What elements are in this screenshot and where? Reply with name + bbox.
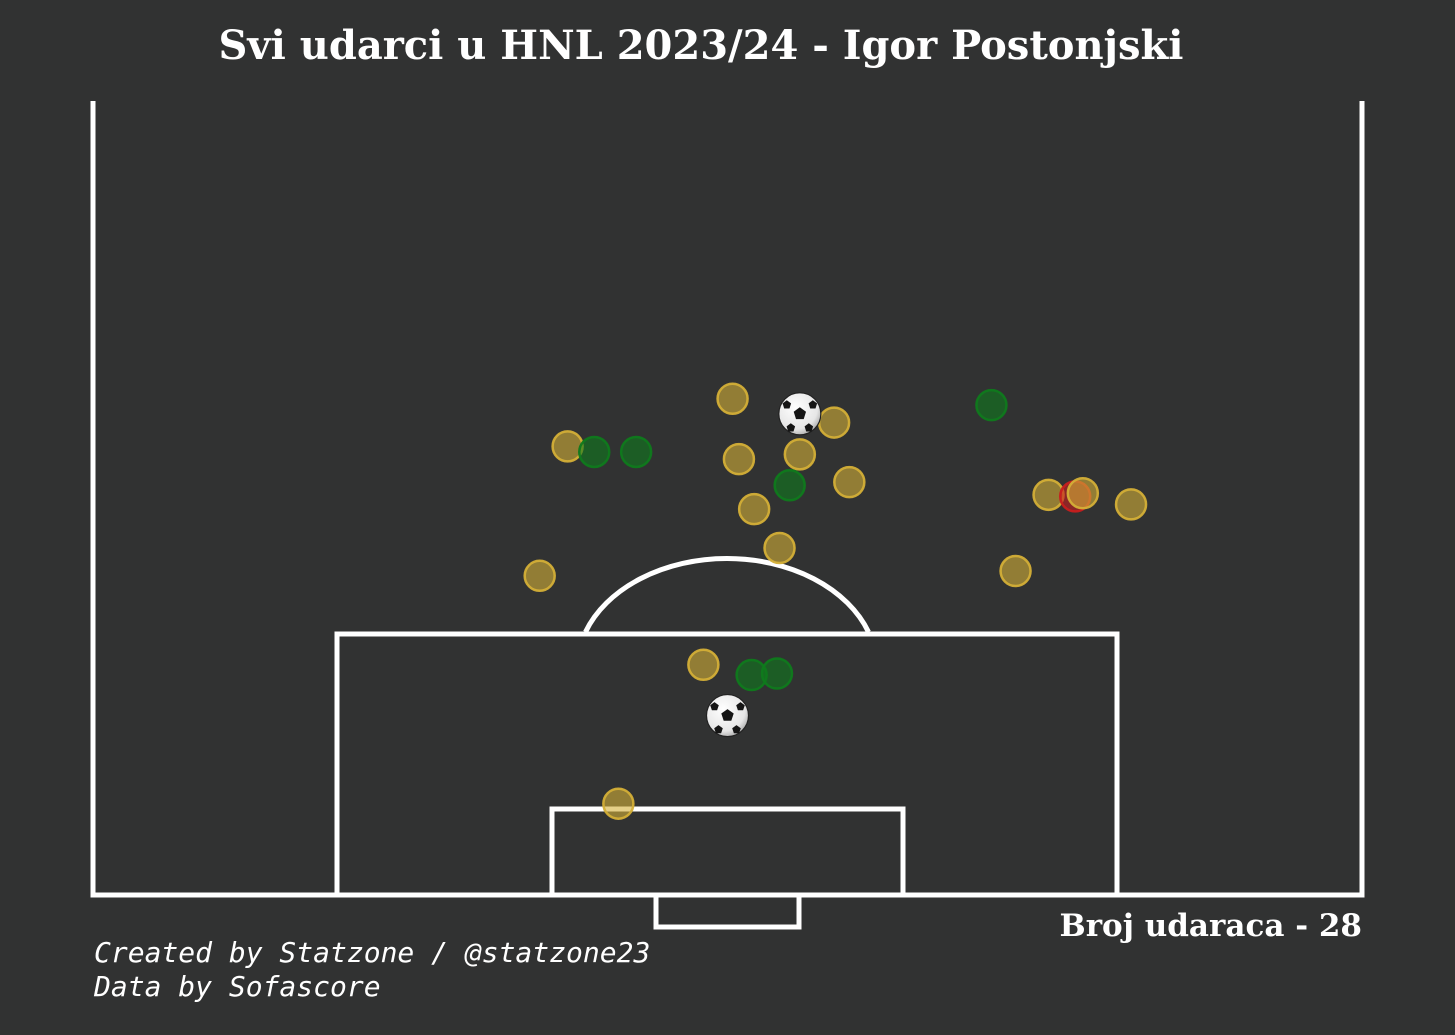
- ball-patch: [710, 702, 719, 711]
- shot-on-target-marker: [619, 435, 653, 469]
- shot-on-target-marker: [578, 435, 611, 469]
- credit-line-created: Created by Statzone / @statzone23: [94, 936, 651, 969]
- ball-patch: [782, 400, 792, 409]
- goal-frame: [653, 895, 802, 930]
- shots-layer: [523, 382, 1148, 820]
- shot-miss-marker: [783, 438, 817, 471]
- shot-on-target-marker: [975, 388, 1008, 422]
- credit-line-data: Data by Sofascore: [94, 970, 381, 1003]
- shot-miss-marker: [716, 382, 749, 415]
- penalty-area: [334, 631, 1120, 895]
- ball-patch: [714, 725, 723, 734]
- shot-miss-marker: [833, 465, 866, 499]
- shot-on-target-marker: [760, 657, 794, 690]
- chart-title: Svi udarci u HNL 2023/24 - Igor Postonjs…: [218, 22, 1184, 69]
- ball-patch: [786, 423, 796, 432]
- ball-patch: [793, 407, 806, 420]
- ball-patch: [804, 423, 814, 432]
- shot-on-target-marker: [773, 469, 806, 502]
- shot-miss-marker: [737, 492, 771, 526]
- shot-miss-marker: [1114, 488, 1148, 521]
- six-yard-box: [549, 806, 906, 895]
- credits: Created by Statzone / @statzone23 Data b…: [94, 936, 650, 1004]
- shot-miss-marker: [523, 559, 556, 593]
- shot-miss-marker: [999, 554, 1032, 588]
- pitch-outline: [90, 101, 1365, 898]
- shot-miss-marker: [1066, 476, 1100, 510]
- ball-patch: [736, 702, 745, 711]
- ball-patch: [808, 400, 818, 409]
- shot-miss-marker: [687, 648, 720, 681]
- shot-miss-marker: [722, 442, 756, 476]
- shot-miss-marker: [602, 787, 635, 820]
- shot-count: Broj udaraca - 28: [1059, 908, 1363, 944]
- penalty-arc: [583, 556, 871, 634]
- shot-miss-marker: [817, 406, 851, 439]
- shot-goal-marker: [705, 693, 750, 738]
- shot-miss-marker: [551, 430, 584, 463]
- shot-miss-marker: [763, 531, 796, 565]
- shot-goal-marker: [778, 392, 822, 436]
- pitch-lines: [90, 101, 1365, 930]
- ball-patch: [732, 725, 741, 734]
- ball-patch: [721, 709, 734, 721]
